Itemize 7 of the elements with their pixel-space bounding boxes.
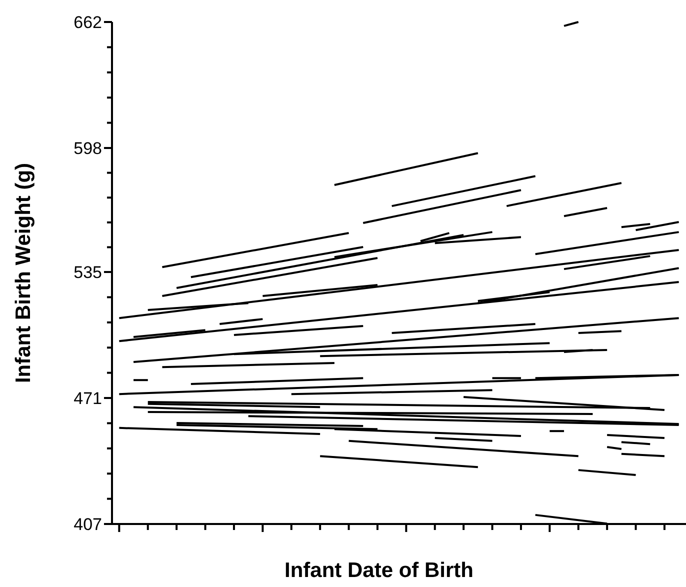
y-tick-label: 471: [74, 388, 102, 408]
y-tick-label: 662: [74, 12, 102, 32]
y-tick-label: 598: [74, 138, 102, 158]
y-tick-label: 407: [74, 514, 102, 534]
x-axis-title: Infant Date of Birth: [284, 559, 474, 582]
y-axis-title: Infant Birth Weight (g): [12, 162, 35, 384]
y-tick-label: 535: [74, 262, 102, 282]
